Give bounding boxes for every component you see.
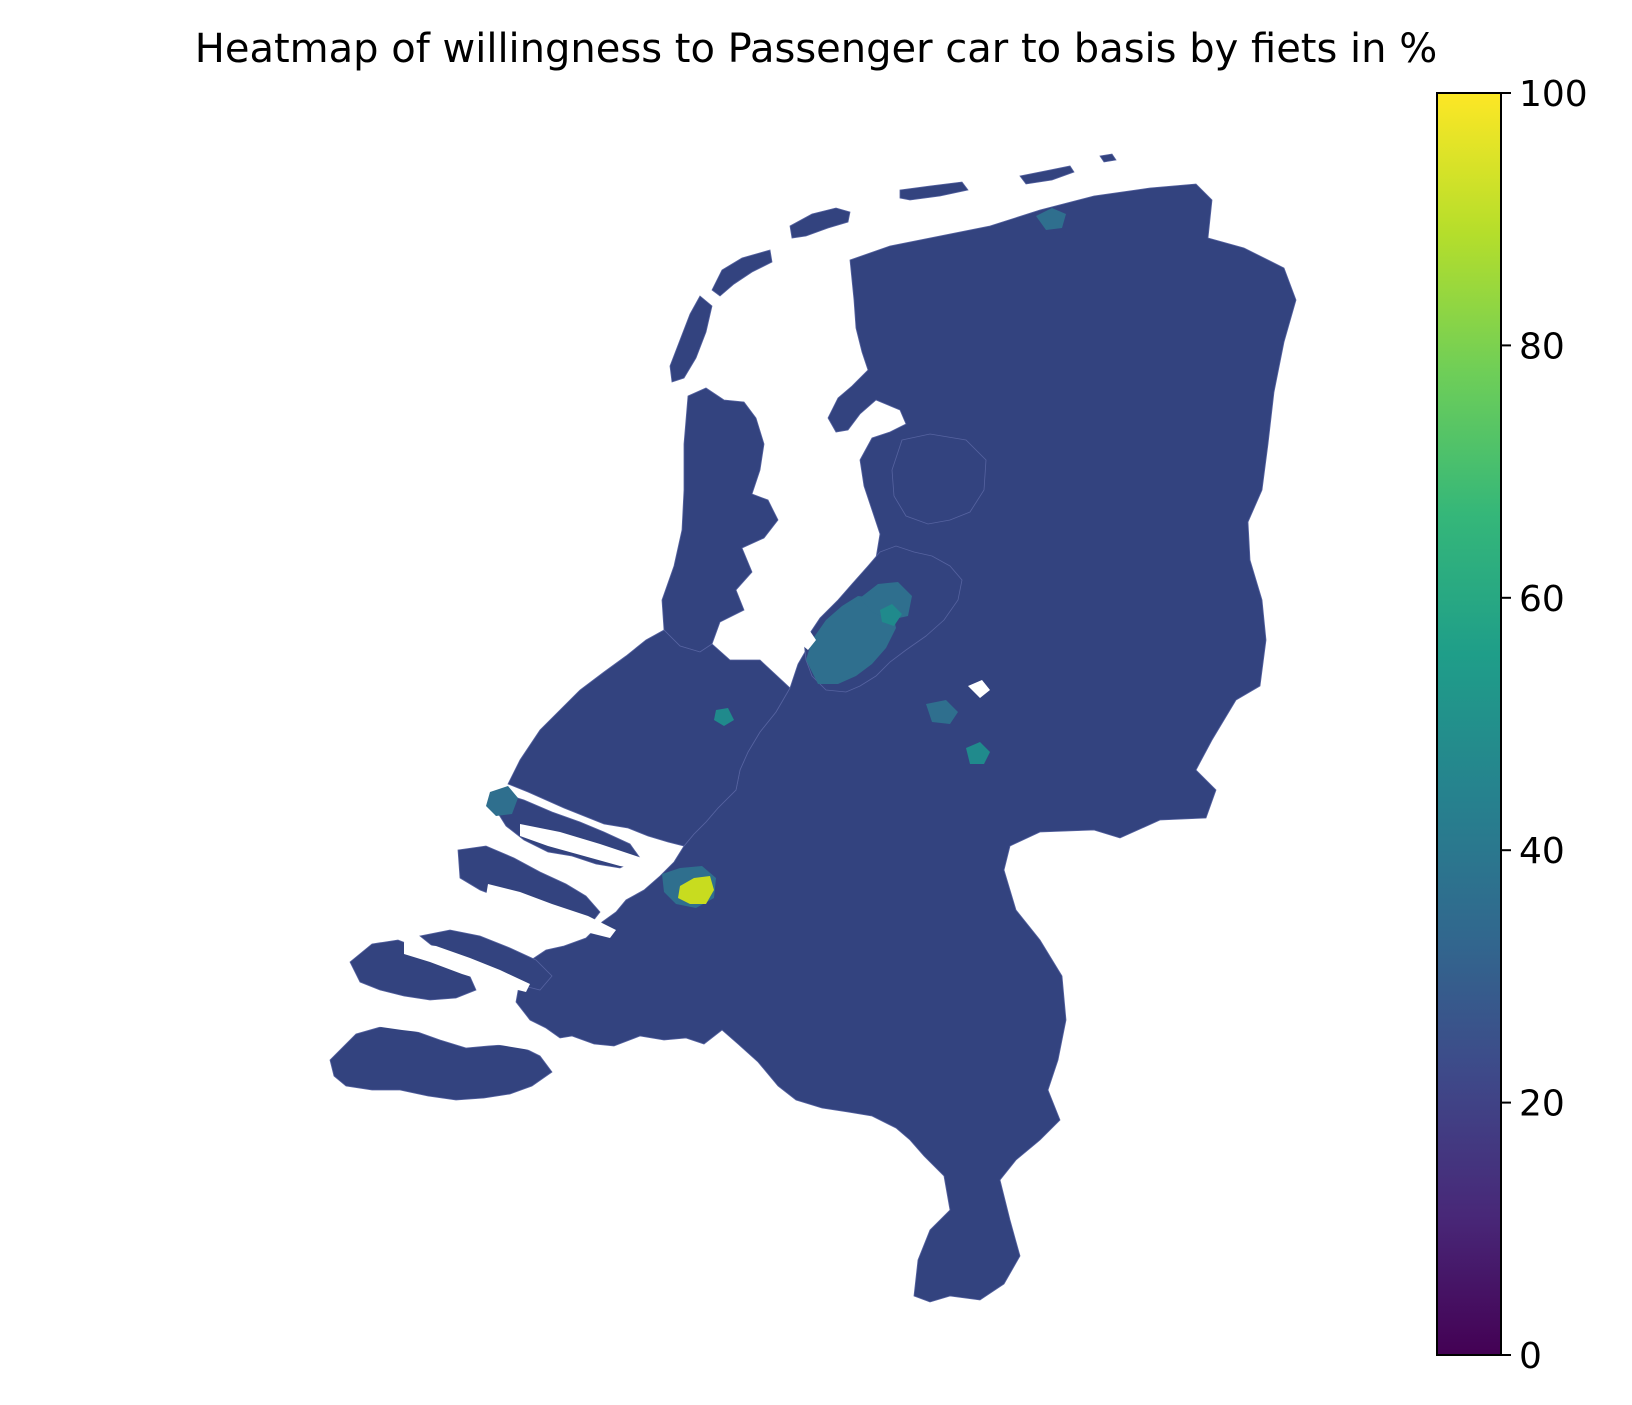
colorbar-tick-label: 20	[1519, 1084, 1565, 1125]
colorbar-tick-label: 40	[1519, 831, 1565, 872]
water-bodies	[374, 628, 990, 1052]
lake-markermeer-edge	[796, 628, 816, 650]
region-amsterdam-south	[714, 708, 734, 726]
lake-central	[968, 680, 990, 698]
colorbar-tick-label: 80	[1519, 326, 1565, 367]
island-small	[1099, 153, 1117, 163]
region-flevoland-center	[860, 582, 912, 620]
map-highlights	[486, 208, 1066, 908]
region-north-coast	[1036, 208, 1066, 230]
netherlands-map	[329, 153, 1297, 1303]
island-ameland	[899, 181, 969, 201]
map-title: Heatmap of willingness to Passenger car …	[194, 26, 1438, 72]
river-oosterschelde	[404, 942, 530, 992]
region-flevoland-teal	[880, 604, 902, 626]
island-terschelling	[789, 207, 851, 239]
colorbar-tick-label: 60	[1519, 579, 1565, 620]
colorbar-tick-label: 100	[1519, 74, 1588, 115]
colorbar: 0 20 40 60 80 100	[1436, 74, 1588, 1377]
zeeland-walcheren	[349, 939, 477, 1001]
region-central-teal	[966, 742, 990, 764]
island-vlieland	[711, 249, 773, 297]
region-flevoland-west	[806, 596, 896, 684]
holland-coast	[507, 629, 791, 847]
island-schiermonnikoog	[1019, 165, 1075, 185]
north-holland	[661, 387, 779, 653]
river-haringvliet	[486, 884, 616, 938]
region-west-coast	[486, 786, 518, 816]
colorbar-tick-label: 0	[1519, 1336, 1542, 1377]
region-max-value	[678, 876, 714, 904]
river-westerschelde	[374, 1012, 546, 1052]
colorbar-ticks: 0 20 40 60 80 100	[1501, 74, 1588, 1377]
region-utrecht-east	[926, 700, 958, 724]
colorbar-gradient	[1436, 92, 1502, 1356]
river-nieuwe-waterweg	[520, 824, 660, 872]
island-texel	[669, 295, 713, 383]
flevoland-noordoostpolder	[891, 433, 987, 525]
